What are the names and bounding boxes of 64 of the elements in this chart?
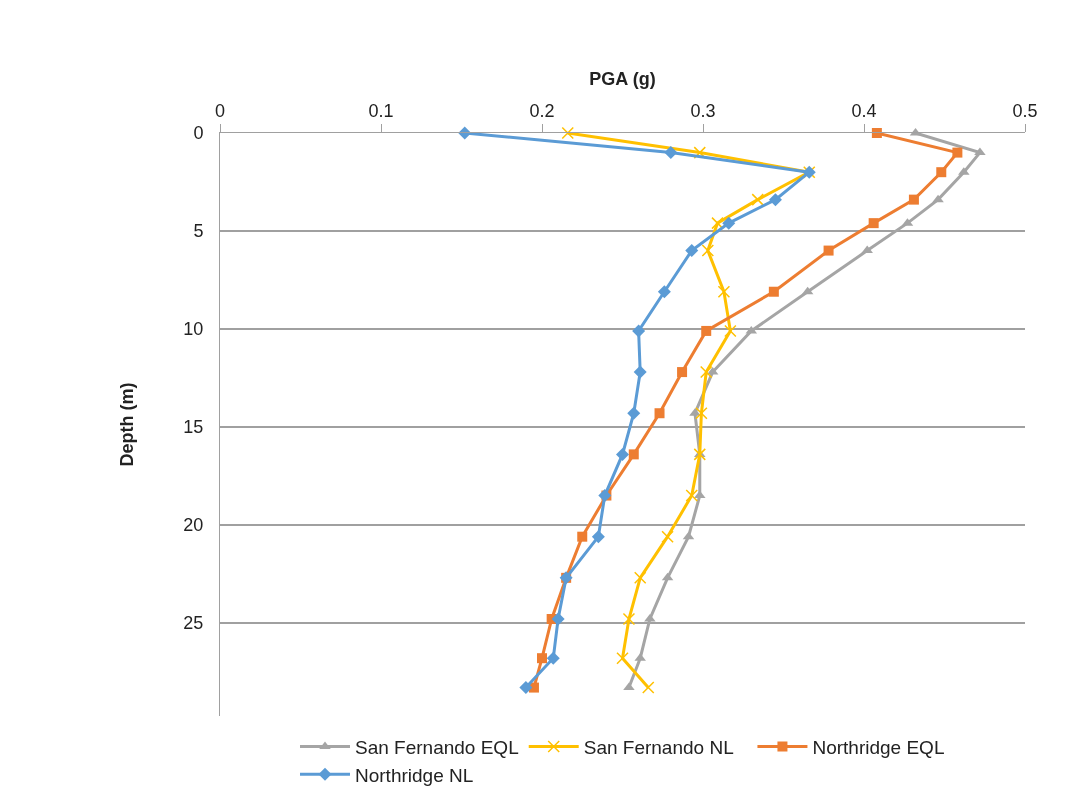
point <box>642 681 655 694</box>
point <box>861 245 873 254</box>
point <box>627 406 641 420</box>
point <box>633 571 647 585</box>
point <box>974 147 986 156</box>
point <box>724 324 737 338</box>
x-tick-label: 0.4 <box>851 100 877 121</box>
point <box>561 126 575 140</box>
point <box>695 406 708 420</box>
point <box>664 146 678 160</box>
point <box>677 367 688 378</box>
point <box>768 286 779 297</box>
point <box>616 651 629 665</box>
y-tick-label: 5 <box>193 221 204 242</box>
point <box>654 408 665 419</box>
point <box>868 218 879 229</box>
point <box>577 531 588 542</box>
point <box>623 682 635 691</box>
point <box>628 449 639 460</box>
point <box>722 216 736 230</box>
point <box>685 244 699 258</box>
point <box>519 681 533 695</box>
y-tick-label: 10 <box>183 319 204 340</box>
point <box>701 244 715 257</box>
point <box>711 216 724 230</box>
y-tick-label: 20 <box>183 515 204 536</box>
x-tick-label: 0.5 <box>1012 100 1038 121</box>
point <box>616 447 629 461</box>
x-axis-title: PGA (g) <box>589 69 656 89</box>
point <box>768 193 782 207</box>
legend-label: San Fernando EQL <box>355 736 519 758</box>
point <box>551 612 565 626</box>
legend-label: Northridge NL <box>355 764 474 786</box>
x-tick-label: 0.3 <box>690 100 716 121</box>
x-tick-label: 0.1 <box>368 100 394 121</box>
point <box>622 612 636 626</box>
point <box>685 489 698 502</box>
legend-label: Northridge EQL <box>812 736 945 758</box>
x-tick-label: 0.2 <box>529 100 555 121</box>
point <box>657 285 671 299</box>
point <box>871 128 882 138</box>
point <box>908 194 919 205</box>
point <box>717 285 731 298</box>
point <box>701 325 712 336</box>
point <box>546 651 560 665</box>
point <box>952 147 963 158</box>
point <box>699 365 713 379</box>
legend-label: San Fernando NL <box>583 736 734 758</box>
point <box>537 653 547 664</box>
point <box>751 193 764 206</box>
point <box>633 365 647 379</box>
y-tick-label: 0 <box>193 123 204 144</box>
point <box>823 245 834 256</box>
y-axis-title: Depth (m) <box>116 382 137 467</box>
point <box>936 167 947 178</box>
y-tick-label: 15 <box>183 417 204 438</box>
point <box>632 324 646 338</box>
x-tick-label: 0 <box>214 100 226 121</box>
point <box>693 146 707 159</box>
point <box>661 530 674 543</box>
point <box>693 448 707 461</box>
point <box>591 530 605 544</box>
y-tick-label: 25 <box>183 613 204 634</box>
point <box>932 194 944 203</box>
